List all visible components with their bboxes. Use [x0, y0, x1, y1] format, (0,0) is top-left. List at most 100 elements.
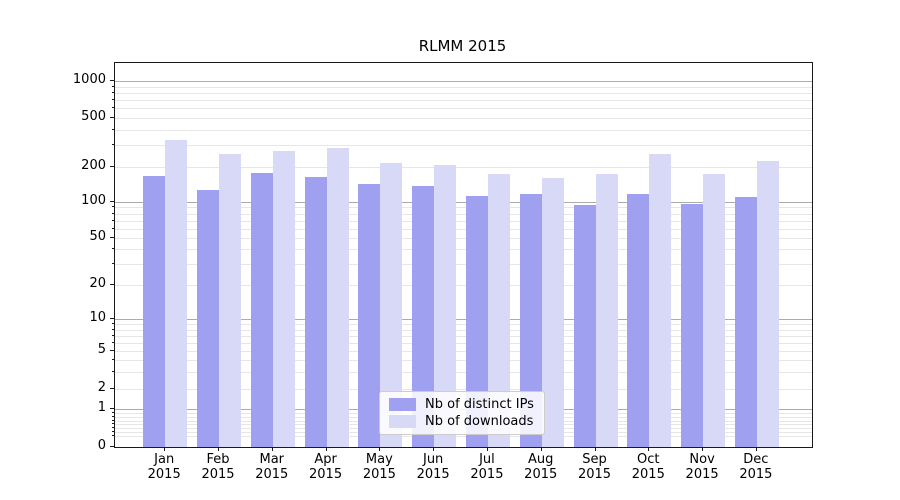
y-tick-label-0: 0 [97, 438, 106, 453]
y-minor-tick-900 [111, 85, 114, 87]
legend-swatch-distinct-ips [389, 397, 416, 411]
x-tick-label-mar: Mar [259, 452, 285, 467]
legend-swatch-downloads [389, 415, 416, 429]
minor-gridline-80 [115, 213, 812, 215]
bar-nb-of-distinct-ips-apr [304, 176, 327, 447]
x-tick-label-dec: Dec [743, 452, 769, 467]
legend-label-distinct-ips: Nb of distinct IPs [425, 396, 534, 412]
y-tick-label-100: 100 [81, 193, 106, 208]
x-tick-label-oct: Oct [637, 452, 660, 467]
bar-nb-of-distinct-ips-dec [734, 196, 757, 447]
bar-nb-of-distinct-ips-sep [573, 204, 596, 447]
y-tick-5 [110, 350, 114, 351]
x-tick-year-apr: 2015 [309, 467, 343, 482]
y-tick-label-1: 1 [97, 400, 106, 416]
minor-gridline-6 [115, 342, 812, 344]
x-tick-year-aug: 2015 [524, 467, 558, 482]
bar-nb-of-downloads-aug [541, 177, 564, 447]
x-tick-year-jun: 2015 [416, 467, 450, 482]
x-tick-sep [594, 447, 596, 451]
minor-gridline-0p3 [115, 435, 812, 437]
minor-gridline-90 [115, 207, 812, 209]
x-tick-year-oct: 2015 [631, 467, 665, 482]
minor-gridline-70 [115, 220, 812, 222]
y-minor-tick-400 [111, 128, 114, 130]
x-tick-label-aug: Aug [528, 452, 554, 467]
x-tick-label-apr: Apr [314, 452, 337, 467]
x-tick-jun [433, 447, 435, 451]
x-tick-year-may: 2015 [362, 467, 396, 482]
x-tick-aug [540, 447, 542, 451]
gridline-200 [115, 166, 812, 168]
y-tick-label-10: 10 [89, 310, 106, 326]
y-tick-500 [110, 116, 114, 118]
minor-gridline-600 [115, 108, 812, 110]
gridline-500 [115, 117, 812, 119]
y-tick-label-200: 200 [81, 157, 106, 173]
y-minor-tick-80 [111, 212, 114, 214]
y-minor-tick-60 [111, 227, 114, 229]
bar-nb-of-distinct-ips-oct [627, 193, 650, 447]
minor-gridline-40 [115, 249, 812, 251]
y-minor-tick-0p5 [111, 427, 114, 429]
minor-gridline-3 [115, 372, 812, 374]
minor-gridline-9 [115, 324, 812, 326]
bar-nb-of-distinct-ips-jan [143, 176, 166, 447]
minor-gridline-30 [115, 264, 812, 266]
bar-nb-of-distinct-ips-aug [519, 193, 542, 447]
bar-nb-of-downloads-feb [218, 153, 241, 447]
y-tick-label-500: 500 [81, 108, 106, 124]
y-minor-tick-40 [111, 248, 114, 250]
gridline-1000 [115, 81, 812, 82]
y-minor-tick-7 [111, 334, 114, 336]
legend: Nb of distinct IPs Nb of downloads [379, 391, 545, 435]
minor-gridline-7 [115, 335, 812, 337]
y-minor-tick-9 [111, 323, 114, 325]
y-tick-label-2: 2 [97, 379, 106, 395]
y-tick-10 [110, 318, 114, 320]
minor-gridline-900 [115, 86, 812, 88]
y-minor-tick-0p8 [111, 415, 114, 417]
x-tick-label-jan: Jan [154, 452, 175, 467]
y-tick-20 [110, 284, 114, 285]
gridline-50 [115, 238, 812, 239]
gridline-5 [115, 351, 812, 352]
minor-gridline-4 [115, 360, 812, 362]
y-minor-tick-3 [111, 371, 114, 373]
y-minor-tick-0p3 [111, 434, 114, 436]
y-tick-label-20: 20 [89, 276, 106, 291]
x-tick-label-sep: Sep [582, 452, 607, 467]
bar-nb-of-downloads-dec [756, 161, 779, 447]
bar-nb-of-downloads-nov [703, 173, 726, 447]
y-minor-tick-4 [111, 359, 114, 361]
bar-nb-of-downloads-mar [272, 150, 295, 447]
minor-gridline-60 [115, 228, 812, 230]
y-minor-tick-800 [111, 91, 114, 93]
x-tick-jul [486, 447, 488, 451]
minor-gridline-300 [115, 144, 812, 146]
y-minor-tick-70 [111, 219, 114, 221]
x-tick-year-nov: 2015 [685, 467, 719, 482]
bar-nb-of-distinct-ips-mar [250, 172, 273, 447]
y-minor-tick-0p6 [111, 423, 114, 425]
bar-nb-of-distinct-ips-feb [196, 190, 219, 447]
bar-nb-of-downloads-oct [649, 154, 672, 447]
y-tick-label-5: 5 [97, 342, 106, 357]
x-tick-apr [325, 447, 327, 451]
y-minor-tick-8 [111, 328, 114, 330]
x-tick-oct [648, 447, 650, 451]
y-minor-tick-0p9 [111, 412, 114, 414]
y-minor-tick-30 [111, 263, 114, 265]
y-minor-tick-0p7 [111, 419, 114, 421]
y-tick-0 [110, 446, 114, 447]
y-minor-tick-90 [111, 206, 114, 208]
x-tick-label-nov: Nov [689, 452, 715, 467]
bar-nb-of-distinct-ips-jul [465, 195, 488, 447]
plot-area [114, 62, 813, 448]
bar-nb-of-downloads-may [380, 163, 403, 447]
bar-nb-of-distinct-ips-nov [681, 203, 704, 447]
y-tick-50 [110, 237, 114, 238]
x-tick-year-sep: 2015 [577, 467, 612, 482]
x-tick-year-jan: 2015 [147, 467, 181, 482]
